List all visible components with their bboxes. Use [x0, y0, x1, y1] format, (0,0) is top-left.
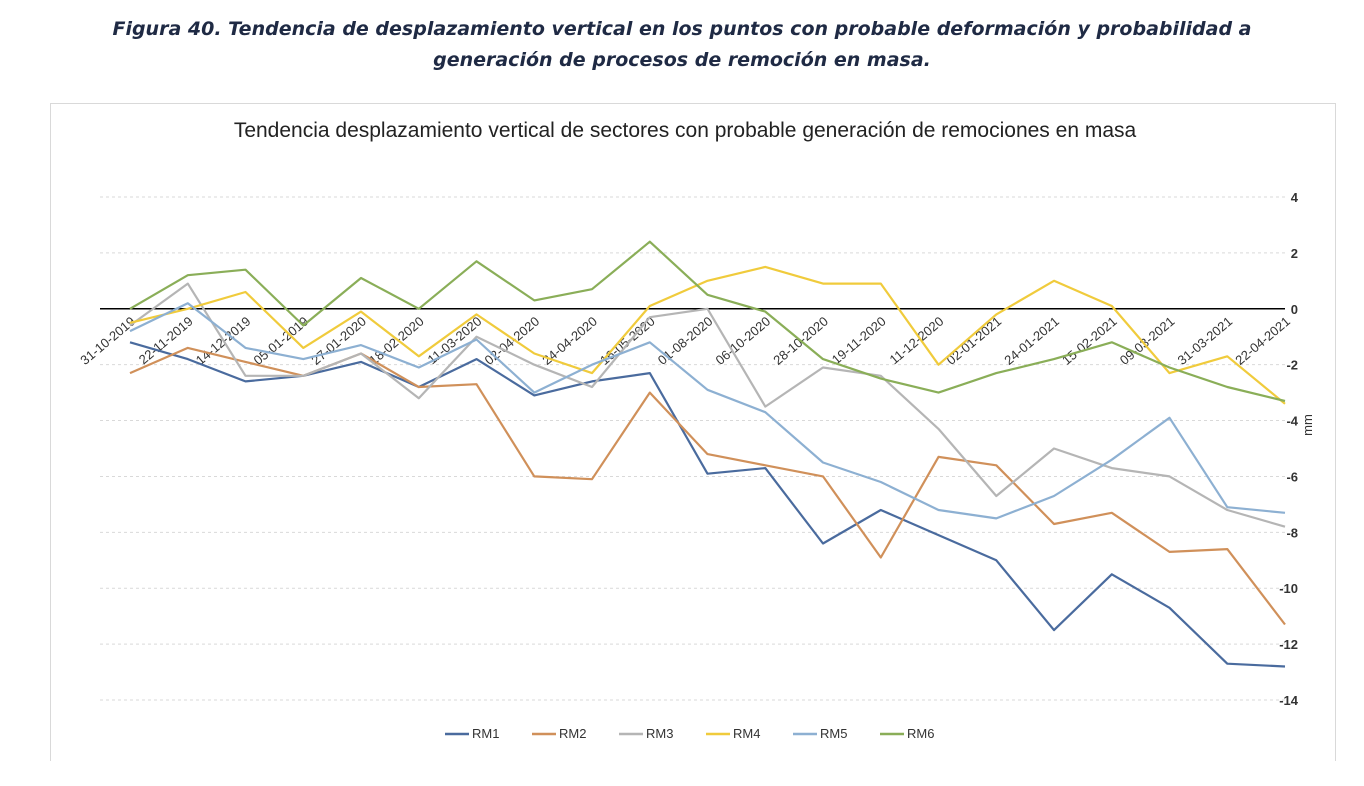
x-tick-label: 24-04-2020 [539, 314, 600, 368]
legend-label: RM3 [646, 726, 673, 741]
y-tick-label: -4 [1286, 414, 1298, 429]
x-tick-label: 11-12-2020 [887, 314, 947, 368]
legend-label: RM4 [733, 726, 760, 741]
x-tick-label: 02-04-2020 [482, 314, 543, 368]
legend-label: RM6 [907, 726, 934, 741]
x-tick-label: 15-02-2021 [1059, 314, 1120, 368]
y-tick-label: -12 [1279, 637, 1298, 652]
y-tick-label: -6 [1286, 469, 1298, 484]
legend-label: RM2 [559, 726, 586, 741]
legend-label: RM5 [820, 726, 847, 741]
y-tick-label: -10 [1279, 581, 1298, 596]
x-tick-label: 02-01-2021 [944, 314, 1005, 368]
y-tick-label: 2 [1291, 246, 1298, 261]
x-tick-label: 27-01-2020 [308, 314, 369, 368]
y-tick-label: -2 [1286, 358, 1298, 373]
figure-caption: Figura 40. Tendencia de desplazamiento v… [112, 18, 1252, 71]
chart-frame [50, 103, 1336, 761]
y-tick-label: -14 [1279, 693, 1299, 708]
x-tick-label: 06-10-2020 [713, 314, 774, 368]
x-tick-label: 01-08-2020 [655, 314, 716, 368]
legend-label: RM1 [472, 726, 499, 741]
y-tick-label: 4 [1291, 190, 1299, 205]
series-line [129, 282, 1286, 528]
series-line [129, 265, 1286, 405]
x-tick-label: 31-03-2021 [1175, 314, 1236, 368]
x-tick-label: 19-11-2020 [829, 314, 889, 368]
y-axis-label: mm [1300, 414, 1315, 436]
series-line [129, 240, 1286, 403]
series-line [129, 341, 1286, 668]
series-line [129, 302, 1286, 520]
y-tick-label: 0 [1291, 302, 1298, 317]
chart-title: Tendencia desplazamiento vertical de sec… [233, 119, 1137, 142]
x-tick-label: 31-10-2019 [77, 314, 138, 368]
x-tick-label: 22-04-2021 [1232, 314, 1293, 368]
y-tick-label: -8 [1286, 525, 1298, 540]
